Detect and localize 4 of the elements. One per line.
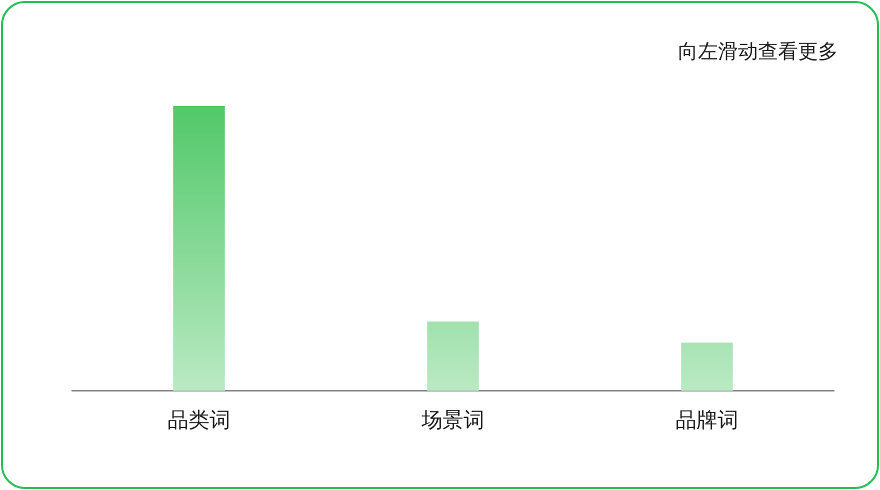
x-tick-label: 场景词	[420, 408, 484, 432]
text: 向左滑动查看更多	[678, 38, 838, 65]
x-tick-label: 品类词	[168, 408, 230, 432]
x-tick-label: 品牌词	[676, 408, 738, 432]
